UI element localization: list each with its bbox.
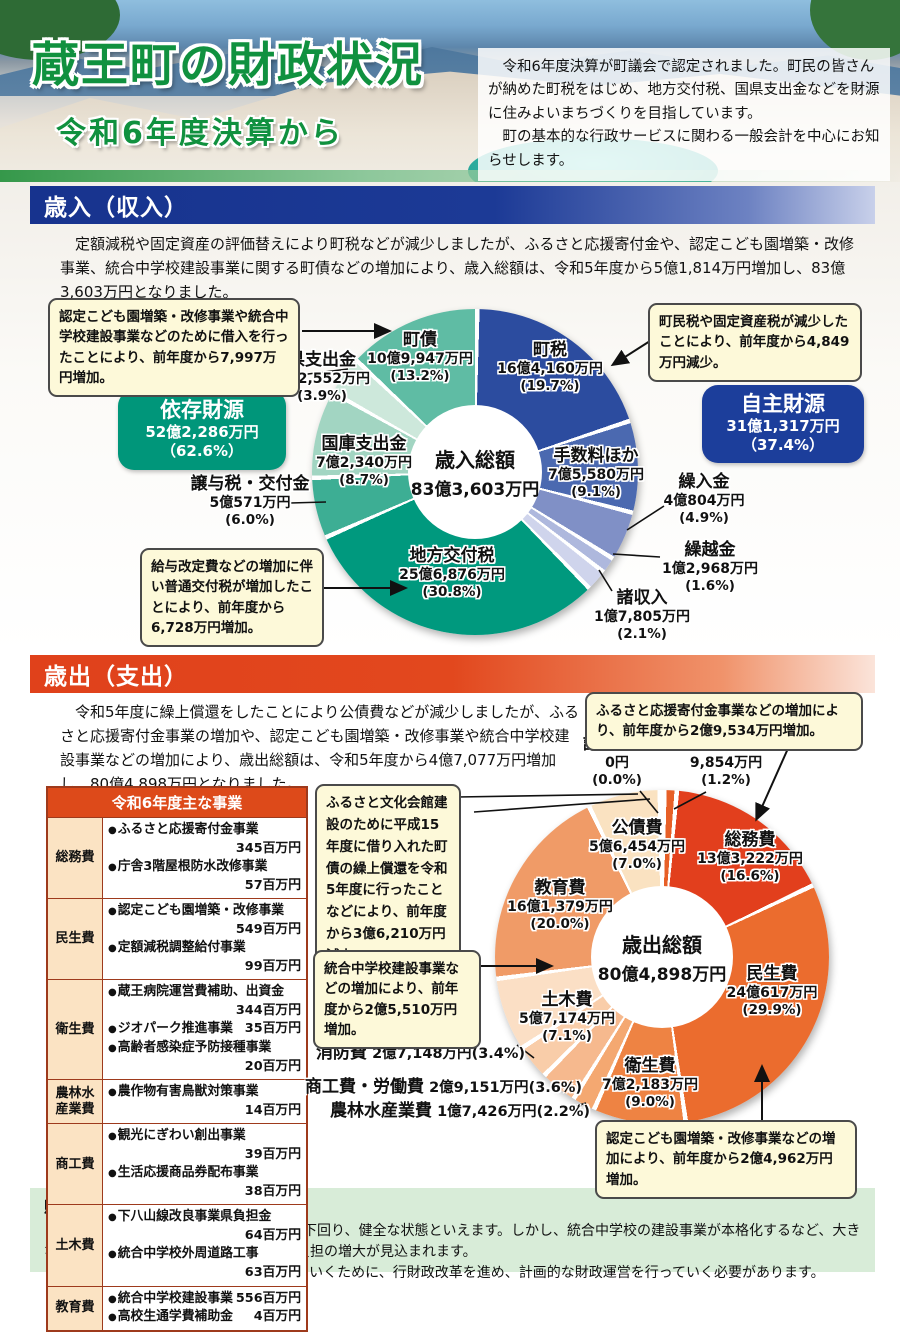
expenditure-total-title: 歳出総額 <box>622 933 702 957</box>
revenue-donut-center: 歳入総額 83億3,603万円 <box>408 405 542 539</box>
dependent-revenue-badge: 依存財源 52億2,286万円 （62.6%） <box>118 390 286 470</box>
expenditure-total-value: 80億4,898万円 <box>597 965 727 985</box>
independent-revenue-badge: 自主財源 31億1,317万円 （37.4%） <box>702 385 864 463</box>
revenue-total-title: 歳入総額 <box>435 448 515 472</box>
pie-label-dobokuhi: 土木費 5億7,174万円 (7.1%) <box>518 990 616 1044</box>
revenue-total-value: 83億3,603万円 <box>410 480 540 500</box>
pie-label-nourinsuisangyouhi: 農林水産業費 1億7,426万円(2.2%) <box>330 1101 591 1121</box>
pie-label-kurikoshikin: 繰越金 1億2,968万円 (1.6%) <box>661 540 759 594</box>
callout-public-debt: ふるさと文化会館建設のために平成15年度に借り入れた町債の繰上償還を令和5年度に… <box>315 784 461 977</box>
pie-label-shoukouhi: 商工費・労働費 2億9,151万円(3.6%) <box>305 1077 583 1097</box>
intro-paragraph-2: 町の基本的な行政サービスに関わる一般会計を中心にお知らせします。 <box>488 129 880 169</box>
expenditure-donut-center: 歳出総額 80億4,898万円 <box>591 886 733 1028</box>
pie-label-kuriirekin: 繰入金 4億804万円 (4.9%) <box>663 472 745 526</box>
page-subtitle: 令和6年度決算から <box>56 115 344 151</box>
revenue-donut-chart: 歳入総額 83億3,603万円 <box>312 309 638 635</box>
callout-welfare: 認定こども園増築・改修事業などの増加により、前年度から2億4,962万円増加。 <box>595 1120 857 1199</box>
pie-label-soumuhi: 総務費 13億3,222万円 (16.6%) <box>697 830 803 884</box>
pie-label-chouzei: 町税 16億4,160万円 (19.7%) <box>497 340 603 394</box>
page-title: 蔵王町の財政状況 <box>32 38 424 93</box>
pie-label-eiseihi: 衛生費 7億2,183万円 (9.0%) <box>601 1056 699 1110</box>
pie-label-shoshuunyuu: 諸収入 1億7,805万円 (2.1%) <box>593 588 691 642</box>
intro-box: 令和6年度決算が町議会で認定されました。町民の皆さんが納めた町税をはじめ、地方交… <box>478 48 890 182</box>
pie-label-chousai: 町債 10億9,947万円 (13.2%) <box>367 330 473 384</box>
pie-label-minseihi: 民生費 24億617万円 (29.9%) <box>726 964 818 1018</box>
intro-paragraph-1: 令和6年度決算が町議会で認定されました。町民の皆さんが納めた町税をはじめ、地方交… <box>488 59 880 122</box>
pie-label-jouyozei: 譲与税・交付金 5億571万円 (6.0%) <box>190 474 310 528</box>
callout-town-tax: 町民税や固定資産税が減少したことにより、前年度から4,849万円減少。 <box>648 303 862 382</box>
expenditure-donut-chart: 歳出総額 80億4,898万円 <box>495 790 829 1124</box>
pie-label-tesuuryou: 手数料ほか 7億5,580万円 (9.1%) <box>547 446 645 500</box>
expenditure-paragraph: 令和5年度に繰上償還をしたことにより公債費などが減少しましたが、ふるさと応援寄付… <box>60 703 579 793</box>
revenue-section-header: 歳入（収入） <box>30 186 875 224</box>
pie-label-kyouikuhi: 教育費 16億1,379万円 (20.0%) <box>507 878 613 932</box>
title-block: 蔵王町の財政状況 令和6年度決算から <box>32 40 424 152</box>
callout-education: 統合中学校建設事業などの増加により、前年度から2億5,510万円増加。 <box>313 950 481 1049</box>
revenue-paragraph: 定額減税や固定資産の評価替えにより町税などが減少しましたが、ふるさと応援寄付金や… <box>60 235 854 301</box>
expenditure-section-header: 歳出（支出） <box>30 655 875 693</box>
pie-label-kousaihi: 公債費 5億6,454万円 (7.0%) <box>588 818 686 872</box>
pie-label-chihoukoufuzei: 地方交付税 25億6,876万円 (30.8%) <box>399 546 505 600</box>
main-projects-table-title: 令和6年度主な事業 <box>48 788 306 817</box>
callout-town-bonds: 認定こども園増築・改修事業や統合中学校建設事業などのために借入を行ったことにより… <box>48 298 300 397</box>
callout-local-allocation-tax: 給与改定費などの増加に伴い普通交付税が増加したことにより、前年度から6,728万… <box>140 548 324 647</box>
callout-general-affairs: ふるさと応援寄付金事業などの増加により、前年度から2億9,534万円増加。 <box>585 692 863 751</box>
pie-label-kokko: 国庫支出金 7億2,340万円 (8.7%) <box>315 434 413 488</box>
